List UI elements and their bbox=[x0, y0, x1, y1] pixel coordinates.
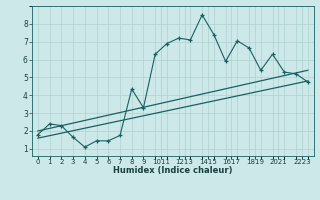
X-axis label: Humidex (Indice chaleur): Humidex (Indice chaleur) bbox=[113, 166, 233, 175]
